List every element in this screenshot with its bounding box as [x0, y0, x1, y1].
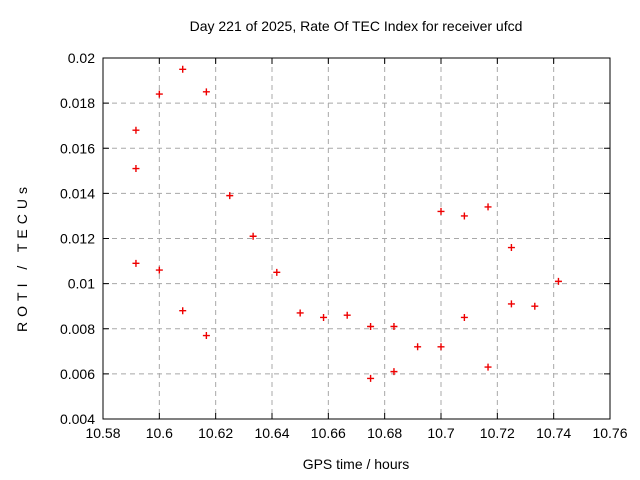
y-tick-label: 0.018 [60, 95, 95, 111]
data-point-marker [296, 309, 304, 317]
data-point-marker [132, 259, 140, 267]
data-point-marker [460, 212, 468, 220]
x-tick-label: 10.6 [146, 425, 173, 441]
x-tick-label: 10.72 [480, 425, 515, 441]
y-tick-label: 0.004 [60, 411, 95, 427]
data-point-marker [507, 300, 515, 308]
x-tick-label: 10.62 [198, 425, 233, 441]
data-point-marker [202, 88, 210, 96]
y-tick-labels: 0.004 0.006 0.008 0.01 0.012 0.014 0.016 0.018 0… [60, 50, 95, 427]
y-tick-label: 0.02 [68, 50, 95, 66]
data-point-marker [554, 277, 562, 285]
data-point-marker [179, 307, 187, 315]
data-point-marker [414, 343, 422, 351]
data-point-marker [367, 322, 375, 330]
data-point-marker [437, 343, 445, 351]
y-tick-label: 0.006 [60, 366, 95, 382]
data-point-marker [460, 313, 468, 321]
data-point-marker [202, 332, 210, 340]
data-point-marker [343, 311, 351, 319]
x-tick-label: 10.66 [311, 425, 346, 441]
x-axis-label: GPS time / hours [303, 456, 410, 472]
data-point-marker [320, 313, 328, 321]
x-tick-label: 10.7 [427, 425, 454, 441]
chart-title: Day 221 of 2025, Rate Of TEC Index for r… [190, 18, 523, 34]
data-point-marker [531, 302, 539, 310]
y-tick-label: 0.01 [68, 276, 95, 292]
data-point-marker [249, 232, 257, 240]
x-tick-label: 10.64 [254, 425, 289, 441]
y-tick-label: 0.008 [60, 321, 95, 337]
tick-marks [102, 57, 611, 420]
data-point-marker [132, 126, 140, 134]
x-tick-labels: 10.58 10.6 10.62 10.64 10.66 10.68 10.7 10.72 10… [85, 425, 627, 441]
data-point-marker [484, 203, 492, 211]
data-point-marker [155, 266, 163, 274]
y-tick-label: 0.014 [60, 185, 95, 201]
data-point-marker [484, 363, 492, 371]
data-points [132, 65, 562, 382]
data-point-marker [367, 374, 375, 382]
x-tick-label: 10.58 [85, 425, 120, 441]
data-point-marker [273, 268, 281, 276]
x-tick-label: 10.74 [536, 425, 571, 441]
data-point-marker [507, 244, 515, 252]
y-tick-label: 0.012 [60, 231, 95, 247]
x-tick-label: 10.76 [592, 425, 627, 441]
data-point-marker [437, 207, 445, 215]
y-axis-label: ROTI / TECUs [14, 182, 30, 332]
data-point-marker [132, 165, 140, 173]
data-point-marker [390, 322, 398, 330]
x-tick-label: 10.68 [367, 425, 402, 441]
data-point-marker [179, 65, 187, 73]
grid-lines [103, 58, 610, 419]
y-tick-label: 0.016 [60, 140, 95, 156]
data-point-marker [155, 90, 163, 98]
data-point-marker [390, 368, 398, 376]
data-point-marker [226, 192, 234, 200]
